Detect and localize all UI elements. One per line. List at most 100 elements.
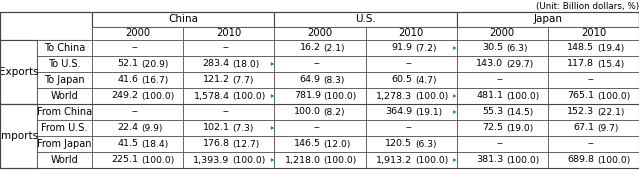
Bar bbox=[92, 88, 183, 104]
Polygon shape bbox=[271, 94, 274, 98]
Bar bbox=[92, 56, 183, 72]
Bar bbox=[548, 152, 639, 168]
Text: (9.9): (9.9) bbox=[141, 123, 163, 132]
Bar bbox=[0, 104, 37, 168]
Text: 64.9: 64.9 bbox=[300, 75, 321, 84]
Bar bbox=[366, 88, 457, 104]
Text: From Japan: From Japan bbox=[37, 139, 92, 149]
Text: (100.0): (100.0) bbox=[597, 91, 631, 100]
Text: World: World bbox=[50, 155, 79, 165]
Text: --: -- bbox=[223, 43, 229, 52]
Text: To U.S.: To U.S. bbox=[49, 59, 81, 69]
Text: (4.7): (4.7) bbox=[415, 75, 436, 84]
Bar bbox=[274, 104, 366, 120]
Bar bbox=[548, 56, 639, 72]
Text: --: -- bbox=[587, 75, 594, 84]
Bar bbox=[457, 104, 548, 120]
Text: (29.7): (29.7) bbox=[506, 59, 534, 68]
Bar bbox=[274, 72, 366, 88]
Bar bbox=[37, 120, 92, 136]
Text: (12.0): (12.0) bbox=[324, 139, 351, 148]
Text: 2010: 2010 bbox=[399, 29, 424, 38]
Bar bbox=[366, 104, 457, 120]
Text: (19.0): (19.0) bbox=[506, 123, 534, 132]
Text: 146.5: 146.5 bbox=[294, 139, 321, 148]
Text: 41.5: 41.5 bbox=[118, 139, 139, 148]
Text: 1,913.2: 1,913.2 bbox=[376, 155, 412, 164]
Text: 2000: 2000 bbox=[489, 29, 515, 38]
Bar bbox=[183, 136, 274, 152]
Text: (16.7): (16.7) bbox=[141, 75, 169, 84]
Text: --: -- bbox=[314, 59, 321, 68]
Text: (100.0): (100.0) bbox=[415, 91, 448, 100]
Text: (7.3): (7.3) bbox=[233, 123, 254, 132]
Text: 52.1: 52.1 bbox=[118, 59, 139, 68]
Polygon shape bbox=[453, 46, 457, 50]
Text: --: -- bbox=[497, 139, 503, 148]
Text: (15.4): (15.4) bbox=[597, 59, 624, 68]
Text: (12.7): (12.7) bbox=[233, 139, 260, 148]
Text: (100.0): (100.0) bbox=[141, 155, 174, 164]
Text: To China: To China bbox=[44, 43, 85, 53]
Text: (6.3): (6.3) bbox=[506, 43, 528, 52]
Polygon shape bbox=[271, 62, 274, 66]
Bar bbox=[92, 152, 183, 168]
Text: (7.2): (7.2) bbox=[415, 43, 436, 52]
Text: World: World bbox=[50, 91, 79, 101]
Text: (19.1): (19.1) bbox=[415, 107, 442, 116]
Bar bbox=[548, 120, 639, 136]
Bar bbox=[366, 27, 457, 40]
Text: (22.1): (22.1) bbox=[597, 107, 624, 116]
Text: --: -- bbox=[587, 139, 594, 148]
Text: (100.0): (100.0) bbox=[506, 155, 539, 164]
Text: (9.7): (9.7) bbox=[597, 123, 619, 132]
Text: 176.8: 176.8 bbox=[203, 139, 229, 148]
Bar bbox=[0, 12, 639, 168]
Text: 117.8: 117.8 bbox=[567, 59, 594, 68]
Bar bbox=[457, 40, 548, 56]
Text: 2010: 2010 bbox=[581, 29, 606, 38]
Bar bbox=[183, 56, 274, 72]
Text: --: -- bbox=[314, 123, 321, 132]
Text: --: -- bbox=[223, 107, 229, 116]
Bar bbox=[366, 152, 457, 168]
Text: (18.4): (18.4) bbox=[141, 139, 169, 148]
Text: --: -- bbox=[497, 75, 503, 84]
Bar bbox=[274, 152, 366, 168]
Text: 689.8: 689.8 bbox=[567, 155, 594, 164]
Bar bbox=[366, 56, 457, 72]
Text: 121.2: 121.2 bbox=[203, 75, 229, 84]
Text: --: -- bbox=[405, 123, 412, 132]
Text: 481.1: 481.1 bbox=[476, 91, 503, 100]
Text: 1,393.9: 1,393.9 bbox=[194, 155, 229, 164]
Bar bbox=[274, 27, 366, 40]
Bar bbox=[183, 120, 274, 136]
Bar bbox=[274, 40, 366, 56]
Bar bbox=[183, 40, 274, 56]
Text: 22.4: 22.4 bbox=[118, 123, 139, 132]
Text: --: -- bbox=[132, 107, 139, 116]
Bar bbox=[457, 152, 548, 168]
Text: --: -- bbox=[405, 59, 412, 68]
Bar bbox=[548, 88, 639, 104]
Bar bbox=[274, 88, 366, 104]
Polygon shape bbox=[453, 94, 457, 98]
Bar bbox=[274, 136, 366, 152]
Bar bbox=[548, 40, 639, 56]
Text: (20.9): (20.9) bbox=[141, 59, 169, 68]
Text: (100.0): (100.0) bbox=[597, 155, 631, 164]
Bar bbox=[37, 40, 92, 56]
Bar bbox=[457, 72, 548, 88]
Text: 152.3: 152.3 bbox=[567, 107, 594, 116]
Bar bbox=[37, 72, 92, 88]
Polygon shape bbox=[453, 158, 457, 162]
Text: (100.0): (100.0) bbox=[233, 91, 266, 100]
Bar bbox=[548, 136, 639, 152]
Text: (7.7): (7.7) bbox=[233, 75, 254, 84]
Text: 143.0: 143.0 bbox=[476, 59, 503, 68]
Text: 120.5: 120.5 bbox=[385, 139, 412, 148]
Text: 30.5: 30.5 bbox=[482, 43, 503, 52]
Text: China: China bbox=[168, 15, 198, 24]
Bar bbox=[274, 120, 366, 136]
Bar bbox=[183, 104, 274, 120]
